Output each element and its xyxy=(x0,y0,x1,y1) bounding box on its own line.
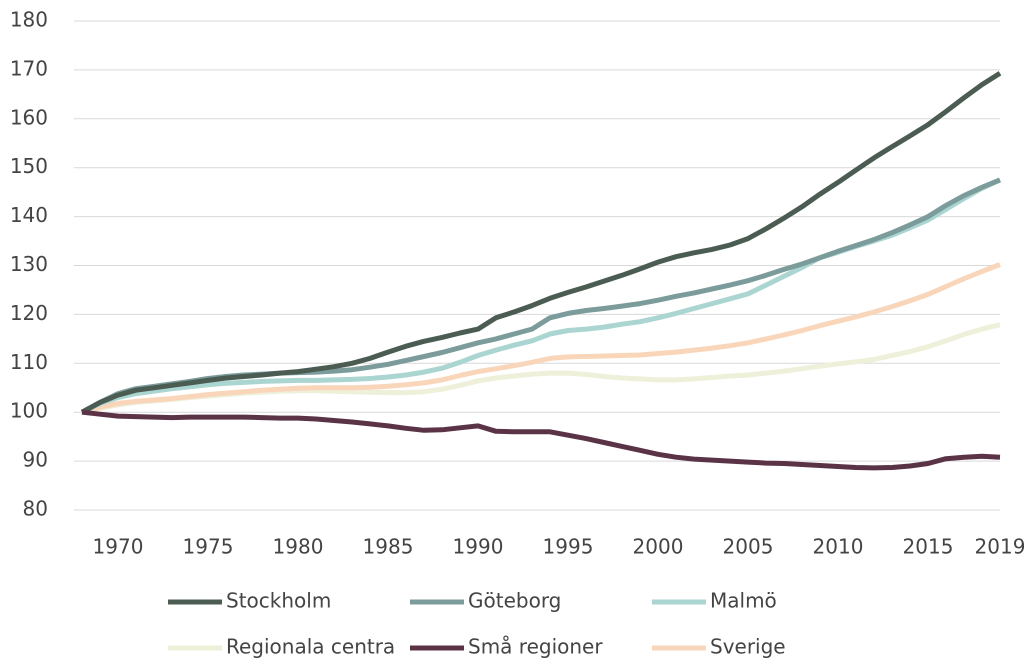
y-tick-label: 100 xyxy=(10,399,48,423)
x-tick-label: 1995 xyxy=(543,535,594,559)
y-tick-label: 120 xyxy=(10,301,48,325)
x-tick-label: 2015 xyxy=(903,535,954,559)
y-tick-label: 110 xyxy=(10,350,48,374)
line-series xyxy=(81,409,1001,471)
x-tick-label: 1970 xyxy=(93,535,144,559)
y-tick-label: 130 xyxy=(10,252,48,276)
y-tick-label: 80 xyxy=(23,497,48,521)
x-tick-label: 1975 xyxy=(183,535,234,559)
x-tick-label: 2019 xyxy=(975,535,1024,559)
x-tick-label: 2005 xyxy=(723,535,774,559)
x-tick-label: 1985 xyxy=(363,535,414,559)
y-tick-label: 140 xyxy=(10,203,48,227)
legend-label: Regionala centra xyxy=(226,635,395,659)
x-tick-label: 1990 xyxy=(453,535,504,559)
legend-label: Göteborg xyxy=(468,589,561,613)
y-tick-label: 180 xyxy=(10,8,48,32)
legend-label: Malmö xyxy=(710,589,777,613)
x-tick-label: 1980 xyxy=(273,535,324,559)
y-tick-label: 170 xyxy=(10,56,48,80)
x-tick-label: 2010 xyxy=(813,535,864,559)
x-tick-label: 2000 xyxy=(633,535,684,559)
legend-label: Stockholm xyxy=(226,589,331,613)
y-tick-label: 90 xyxy=(23,448,48,472)
legend-label: Små regioner xyxy=(468,635,603,659)
y-tick-label: 150 xyxy=(10,154,48,178)
legend-label: Sverige xyxy=(710,635,786,659)
y-tick-label: 160 xyxy=(10,105,48,129)
line-series xyxy=(81,262,1001,415)
line-series xyxy=(80,71,1002,415)
